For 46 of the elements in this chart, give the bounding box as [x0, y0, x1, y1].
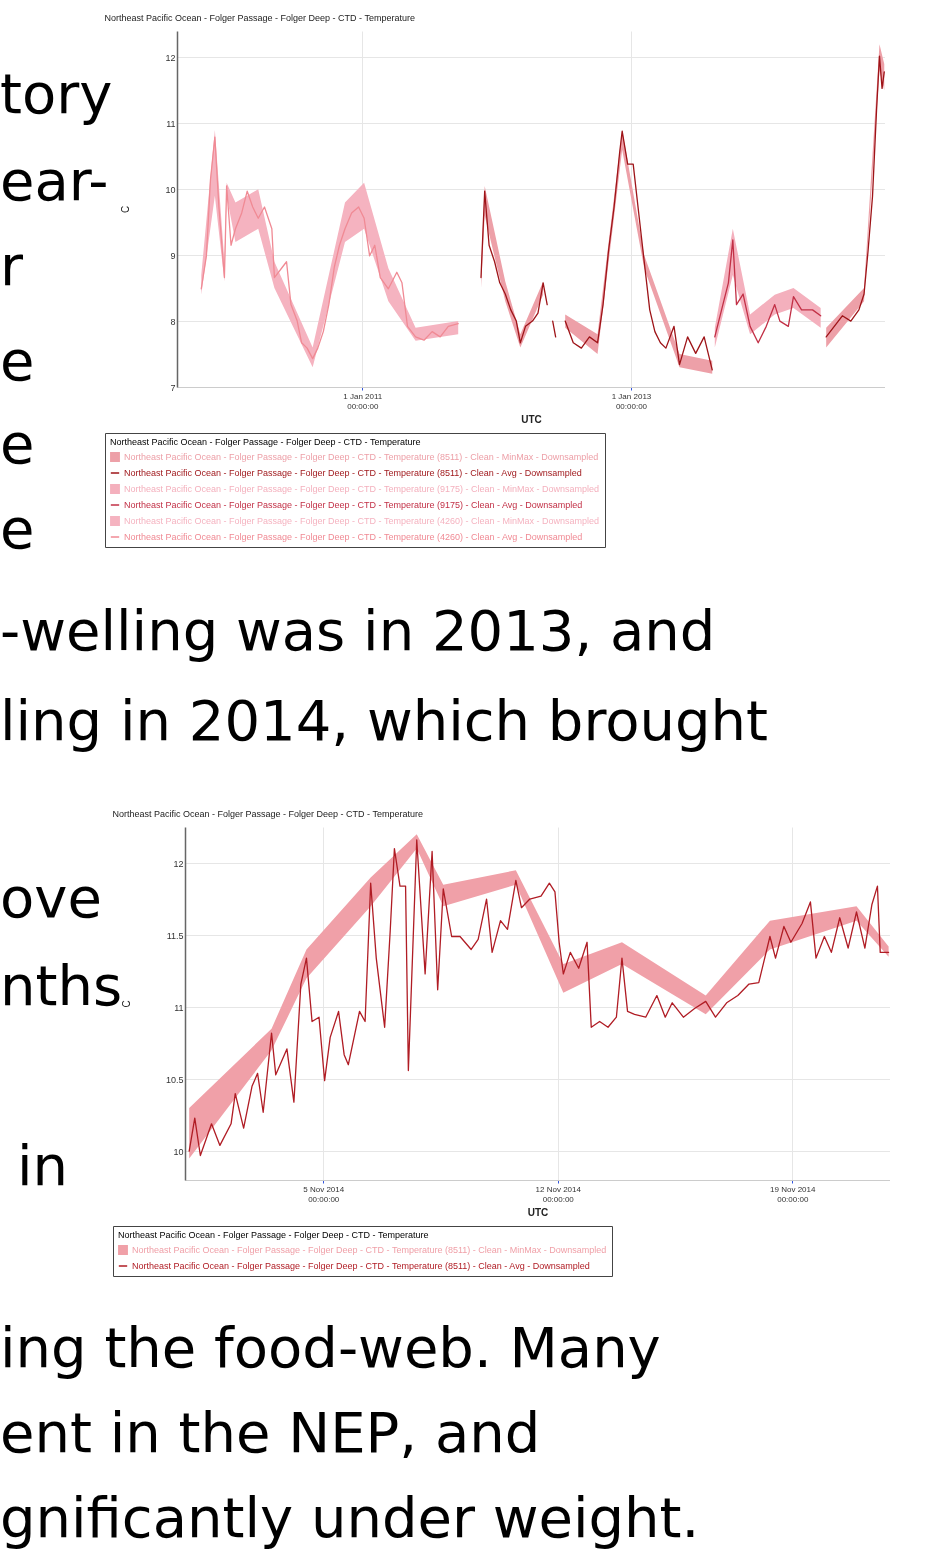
- y-tick-label: 10.5: [165, 1074, 184, 1085]
- text: e: [0, 496, 35, 561]
- text: ove: [0, 865, 102, 930]
- legend-label: Northeast Pacific Ocean - Folger Passage - Folger Deep - CTD - Temperature (8511) - Clean - Avg - Downsampled: [132, 1261, 590, 1271]
- chart-title: Northeast Pacific Ocean - Folger Passage - Folger Deep - CTD - Temperature: [104, 13, 415, 23]
- x-tick-label: 1 Jan 2013 00:00:00: [611, 391, 652, 411]
- y-axis-title: C: [120, 1000, 132, 1008]
- y-tick-label: 10: [165, 184, 176, 195]
- text: gnificantly under weight.: [0, 1485, 700, 1550]
- text: r: [0, 233, 24, 298]
- text: tory: [0, 61, 113, 126]
- y-tick-label: 12: [165, 52, 176, 63]
- text: nths: [0, 953, 123, 1018]
- y-axis-title: C: [120, 205, 132, 214]
- chart-title: Northeast Pacific Ocean - Folger Passage - Folger Deep - CTD - Temperature: [112, 809, 423, 819]
- text: e: [0, 411, 35, 476]
- legend-label: Northeast Pacific Ocean - Folger Passage - Folger Deep - CTD - Temperature (4260) - Clean - Avg - Downsampled: [124, 532, 583, 542]
- x-axis-title: UTC: [521, 413, 542, 425]
- y-tick-label: 9: [170, 250, 176, 261]
- x-tick-label: 1 Jan 2011 00:00:00: [343, 391, 383, 411]
- legend-label: Northeast Pacific Ocean - Folger Passage - Folger Deep - CTD - Temperature (8511) - Clean - Avg - Downsampled: [124, 468, 582, 478]
- y-tick-label: 12: [173, 858, 184, 869]
- y-tick-label: 11: [166, 118, 176, 129]
- legend-label: Northeast Pacific Ocean - Folger Passage - Folger Deep - CTD - Temperature (8511) - Clean - MinMax - Downsampled: [132, 1245, 607, 1255]
- y-tick-label: 10: [173, 1146, 184, 1157]
- x-tick-label: 19 Nov 2014 00:00:00: [770, 1184, 817, 1204]
- text: ling in 2014, which brought: [0, 688, 768, 753]
- text: ent in the NEP, and: [0, 1400, 541, 1465]
- y-tick-label: 7: [170, 382, 176, 393]
- text: e: [0, 328, 35, 393]
- text: in: [17, 1133, 69, 1198]
- legend-title: Northeast Pacific Ocean - Folger Passage - Folger Deep - CTD - Temperature: [118, 1230, 429, 1240]
- y-tick-label: 11: [174, 1002, 184, 1013]
- text: ear-: [0, 148, 109, 213]
- x-tick-label: 5 Nov 2014 00:00:00: [303, 1184, 345, 1204]
- x-tick-label: 12 Nov 2014 00:00:00: [535, 1184, 582, 1204]
- text: ing the food-web. Many: [0, 1315, 661, 1380]
- legend-label: Northeast Pacific Ocean - Folger Passage - Folger Deep - CTD - Temperature (4260) - Clean - MinMax - Downsampled: [124, 516, 600, 526]
- x-axis-title: UTC: [527, 1206, 549, 1218]
- legend-title: Northeast Pacific Ocean - Folger Passage - Folger Deep - CTD - Temperature: [110, 437, 421, 447]
- legend-label: Northeast Pacific Ocean - Folger Passage - Folger Deep - CTD - Temperature (8511) - Clean - MinMax - Downsampled: [124, 452, 599, 462]
- legend-label: Northeast Pacific Ocean - Folger Passage - Folger Deep - CTD - Temperature (9175) - Clean - MinMax - Downsampled: [124, 484, 600, 494]
- legend-label: Northeast Pacific Ocean - Folger Passage - Folger Deep - CTD - Temperature (9175) - Clean - Avg - Downsampled: [124, 500, 583, 510]
- y-tick-label: 11.5: [166, 930, 184, 941]
- y-tick-label: 8: [170, 316, 176, 327]
- text: -welling was in 2013, and: [0, 598, 716, 663]
